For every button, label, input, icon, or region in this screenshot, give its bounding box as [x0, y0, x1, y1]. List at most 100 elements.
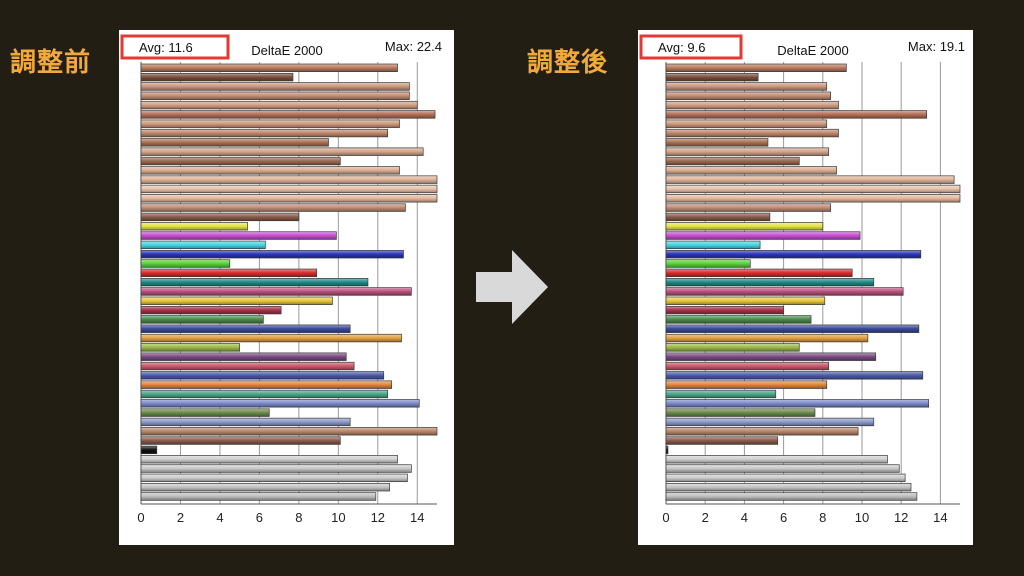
bar	[665, 194, 961, 203]
bar	[665, 436, 779, 445]
bar	[140, 436, 341, 445]
bar	[140, 100, 418, 110]
bar	[140, 380, 392, 389]
x-tick-label: 12	[371, 510, 385, 525]
x-tick-label: 8	[295, 510, 302, 525]
bar	[140, 138, 329, 147]
bar	[140, 473, 408, 483]
bar	[140, 194, 438, 203]
bar	[665, 455, 888, 464]
bar	[665, 231, 861, 240]
x-tick-label: 10	[855, 510, 869, 525]
avg-label: Avg: 9.6	[658, 40, 705, 55]
chart-panel-after: 0 2 4 6 8 10 12 14 DeltaE 2000 Max: 19.1 Avg: 9.6	[638, 30, 973, 545]
bar	[665, 184, 961, 194]
bar	[665, 389, 777, 399]
bar	[665, 361, 830, 371]
bar	[665, 333, 869, 343]
bar	[140, 268, 317, 278]
bar	[665, 166, 837, 175]
bar	[140, 408, 270, 417]
bar	[140, 455, 398, 464]
x-tick-label: 4	[216, 510, 223, 525]
bar	[140, 72, 294, 82]
bar	[665, 240, 761, 250]
bar	[665, 483, 912, 492]
x-tick-label: 0	[137, 510, 144, 525]
bar	[140, 483, 390, 492]
bar	[140, 399, 420, 408]
bar	[140, 259, 231, 268]
bar	[665, 82, 828, 91]
bar	[665, 268, 853, 278]
bar	[665, 445, 669, 455]
bar	[140, 296, 333, 305]
x-tick-label: 4	[741, 510, 748, 525]
after-label: 調整後	[527, 48, 609, 78]
x-tick-label: 2	[702, 510, 709, 525]
bar	[665, 72, 759, 82]
bar	[140, 156, 341, 166]
bar	[665, 175, 955, 184]
bar	[665, 156, 800, 166]
bar	[665, 492, 918, 501]
bar	[665, 417, 875, 427]
bar	[140, 119, 400, 128]
x-tick-label: 12	[894, 510, 908, 525]
avg-highlight-box	[120, 34, 230, 60]
right-arrow-icon	[476, 250, 548, 324]
bar	[140, 231, 337, 240]
bar	[140, 166, 400, 175]
bar	[140, 147, 424, 156]
bar	[140, 250, 404, 259]
x-tick-label: 14	[410, 510, 424, 525]
x-tick-label: 6	[256, 510, 263, 525]
bar	[140, 128, 389, 138]
bar	[665, 119, 828, 128]
max-label: Max: 22.4	[385, 39, 442, 54]
bar	[665, 147, 830, 156]
bar	[665, 203, 831, 212]
bar	[665, 315, 812, 324]
chart-title: DeltaE 2000	[251, 43, 323, 58]
bar	[665, 110, 928, 119]
bar	[140, 63, 398, 72]
avg-highlight-box	[639, 34, 743, 60]
bar	[665, 63, 847, 72]
x-tick-label: 10	[331, 510, 345, 525]
bar	[665, 277, 875, 287]
x-tick-label: 0	[662, 510, 669, 525]
chart-panel-before: 0 2 4 6 8 10 12 14 DeltaE 2000 Max: 22.4 Avg: 11.6	[119, 30, 454, 545]
bar	[140, 82, 410, 91]
bar	[140, 184, 438, 194]
bar	[140, 445, 158, 455]
bar	[140, 110, 436, 119]
bar	[665, 128, 839, 138]
bar	[140, 240, 266, 250]
bar	[665, 259, 751, 268]
bar	[665, 222, 824, 231]
chart-title: DeltaE 2000	[777, 43, 849, 58]
bar	[665, 380, 828, 389]
bar	[665, 296, 826, 305]
bar	[140, 203, 406, 212]
bar	[140, 464, 412, 473]
bar	[140, 222, 248, 231]
bar	[665, 324, 920, 333]
bar	[140, 91, 410, 100]
x-tick-label: 6	[780, 510, 787, 525]
deltae-chart-before: 0 2 4 6 8 10 12 14 DeltaE 2000 Max: 22.4 Avg: 11.6	[120, 34, 442, 525]
bar	[140, 371, 385, 380]
bar	[140, 175, 438, 184]
bar	[140, 277, 369, 287]
bar	[665, 212, 771, 222]
bar	[665, 287, 904, 296]
bar	[665, 464, 900, 473]
x-tick-label: 2	[177, 510, 184, 525]
bar	[140, 427, 438, 436]
bar	[140, 389, 389, 399]
bar	[665, 399, 929, 408]
bar	[140, 324, 351, 333]
x-tick-label: 8	[819, 510, 826, 525]
bar	[665, 100, 839, 110]
